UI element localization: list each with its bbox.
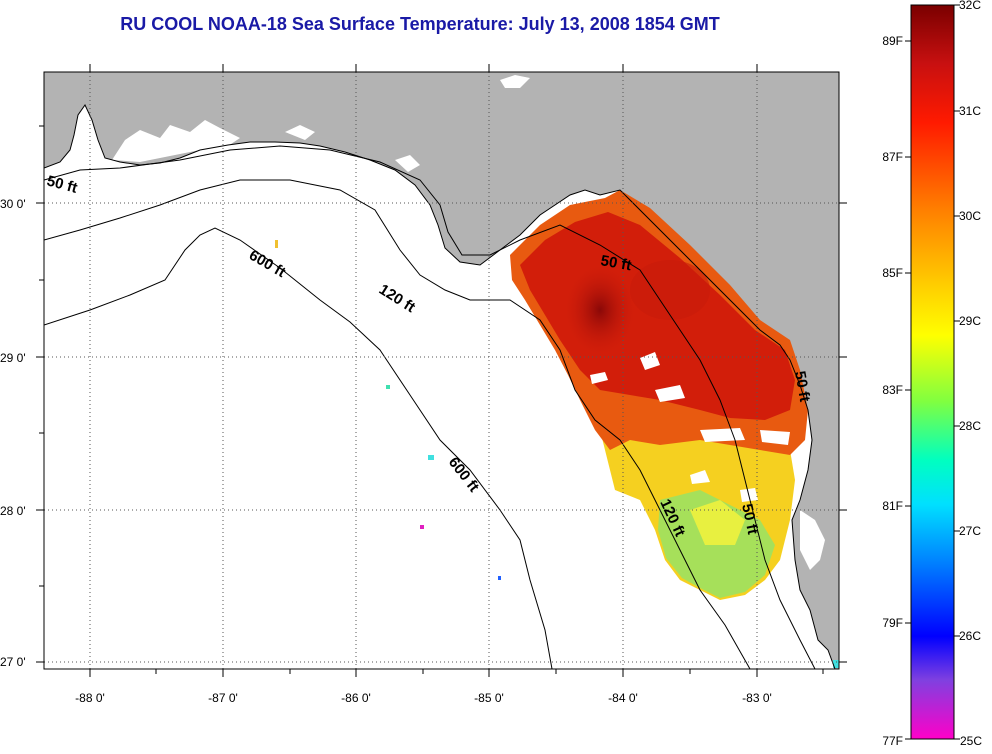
colorbar-c-31: 31C [959, 104, 981, 118]
colorbar-f-85: 85F [882, 266, 903, 280]
lon-label-2: -87 0' [208, 691, 238, 705]
lat-label-1: 30 0' [0, 197, 26, 211]
colorbar-c-27: 27C [959, 524, 981, 538]
contour-label-50ft-bigbend: 50 ft [599, 252, 632, 274]
colorbar-f-83: 83F [882, 383, 903, 397]
map-title: RU COOL NOAA-18 Sea Surface Temperature:… [120, 14, 720, 34]
colorbar-c-32: 32C [959, 0, 981, 12]
land-mass [44, 72, 839, 669]
lat-label-2: 29 0' [0, 351, 26, 365]
lon-label-4: -85 0' [474, 691, 504, 705]
colorbar-c-26: 26C [959, 629, 981, 643]
coastline [44, 104, 836, 669]
colorbar-c-25: 25C [960, 734, 982, 748]
lon-label-6: -83 0' [742, 691, 772, 705]
colorbar [910, 4, 955, 740]
lat-label-3: 28 0' [0, 504, 26, 518]
lat-label-4: 27 0' [0, 655, 26, 669]
colorbar-c-28: 28C [959, 419, 981, 433]
colorbar-f-81: 81F [882, 499, 903, 513]
colorbar-c-30: 30C [959, 209, 981, 223]
sst-data-patch [275, 190, 839, 668]
lon-label-5: -84 0' [608, 691, 638, 705]
colorbar-f-77: 77F [882, 734, 903, 748]
lon-label-3: -86 0' [341, 691, 371, 705]
contour-label-50ft-south: 50 ft [738, 502, 761, 536]
contour-label-50ft-east: 50 ft [791, 370, 813, 403]
colorbar-c-29: 29C [959, 314, 981, 328]
colorbar-f-79: 79F [882, 616, 903, 630]
colorbar-f-87: 87F [882, 150, 903, 164]
lon-label-1: -88 0' [75, 691, 105, 705]
colorbar-f-89: 89F [882, 34, 903, 48]
